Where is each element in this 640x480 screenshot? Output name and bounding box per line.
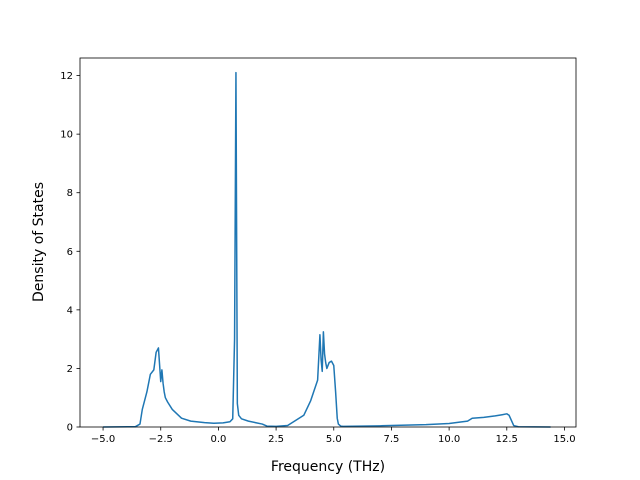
y-tick-label: 12 — [60, 71, 73, 82]
y-tick-label: 10 — [60, 130, 73, 141]
series-line-dos — [103, 71, 551, 428]
plot-area-background — [80, 58, 576, 427]
x-tick-label: −5.0 — [91, 434, 115, 445]
y-tick-label: 4 — [67, 305, 73, 316]
y-tick-label: 8 — [67, 188, 73, 199]
plot-area-frame — [79, 57, 577, 428]
y-tick-label: 6 — [67, 247, 73, 258]
y-tick-label: 0 — [67, 423, 73, 434]
y-axis-ticks: 0 2 4 6 8 10 12 — [60, 71, 80, 434]
x-tick-label: 2.5 — [268, 434, 284, 445]
x-tick-label: 10.0 — [438, 434, 460, 445]
x-tick-label: 0.0 — [210, 434, 226, 445]
x-tick-label: 15.0 — [553, 434, 575, 445]
x-axis-title: Frequency (THz) — [271, 459, 385, 475]
x-tick-label: 7.5 — [383, 434, 399, 445]
x-tick-label: 5.0 — [326, 434, 342, 445]
x-tick-label: 12.5 — [496, 434, 518, 445]
y-axis-title: Density of States — [31, 182, 47, 302]
x-axis-ticks: −5.0 −2.5 0.0 2.5 5.0 7.5 10.0 12.5 15.0 — [91, 427, 576, 445]
x-tick-label: −2.5 — [149, 434, 173, 445]
y-tick-label: 2 — [67, 364, 73, 375]
